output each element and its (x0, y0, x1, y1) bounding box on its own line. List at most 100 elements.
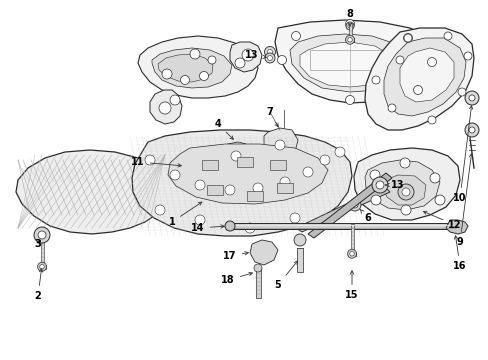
Circle shape (399, 158, 409, 168)
Text: 10: 10 (452, 106, 472, 203)
Circle shape (347, 249, 356, 258)
Polygon shape (353, 148, 459, 220)
Bar (246, 191, 263, 201)
Circle shape (289, 213, 299, 223)
Polygon shape (220, 142, 251, 168)
Bar (348, 23, 351, 38)
Circle shape (224, 221, 235, 231)
Bar (276, 183, 292, 193)
Circle shape (375, 181, 383, 189)
Polygon shape (168, 144, 327, 204)
Bar (347, 252, 355, 256)
Circle shape (369, 170, 379, 180)
Text: 14: 14 (191, 223, 224, 233)
Bar (202, 160, 218, 170)
Circle shape (434, 195, 444, 205)
Circle shape (235, 58, 244, 68)
Circle shape (348, 199, 360, 211)
Polygon shape (307, 173, 391, 238)
Circle shape (347, 37, 351, 42)
Circle shape (155, 205, 164, 215)
Circle shape (347, 24, 351, 28)
Circle shape (427, 116, 435, 124)
Circle shape (464, 91, 478, 105)
Circle shape (464, 123, 478, 137)
Text: 12: 12 (423, 211, 461, 230)
Text: 8: 8 (346, 9, 353, 26)
Polygon shape (138, 36, 258, 98)
Circle shape (277, 55, 286, 64)
Circle shape (199, 72, 208, 81)
Circle shape (346, 22, 353, 30)
Polygon shape (299, 42, 395, 87)
Circle shape (345, 19, 354, 28)
Polygon shape (364, 160, 439, 210)
Polygon shape (249, 240, 278, 265)
Bar (346, 38, 353, 41)
Circle shape (291, 31, 300, 40)
Circle shape (371, 76, 379, 84)
Circle shape (170, 170, 180, 180)
Polygon shape (229, 42, 262, 72)
Circle shape (303, 167, 312, 177)
Circle shape (349, 252, 353, 256)
Text: 6: 6 (359, 209, 370, 223)
Circle shape (351, 202, 357, 208)
Polygon shape (399, 48, 453, 102)
Circle shape (468, 127, 474, 133)
Polygon shape (264, 128, 297, 158)
Bar (41, 233, 43, 265)
Text: 11: 11 (131, 157, 181, 167)
Text: 4: 4 (214, 119, 233, 139)
Circle shape (162, 69, 172, 79)
Text: 13: 13 (385, 180, 404, 190)
Circle shape (267, 49, 272, 54)
Bar (237, 157, 252, 167)
Circle shape (230, 151, 241, 161)
Circle shape (274, 140, 285, 150)
Text: 2: 2 (35, 269, 42, 301)
Circle shape (253, 264, 262, 272)
Circle shape (145, 155, 155, 165)
Polygon shape (150, 90, 182, 124)
Bar (227, 223, 455, 229)
Text: 18: 18 (221, 272, 252, 285)
Circle shape (224, 185, 235, 195)
Polygon shape (289, 34, 411, 92)
Circle shape (345, 95, 354, 104)
Circle shape (463, 52, 471, 60)
Circle shape (40, 265, 44, 269)
Text: 9: 9 (456, 154, 472, 247)
Circle shape (319, 155, 329, 165)
Text: 13: 13 (245, 50, 266, 60)
Circle shape (195, 215, 204, 225)
Text: 15: 15 (345, 271, 358, 300)
Circle shape (397, 184, 413, 200)
Circle shape (387, 104, 395, 112)
Circle shape (252, 183, 263, 193)
Bar (206, 185, 223, 195)
Circle shape (293, 234, 305, 246)
Circle shape (468, 95, 474, 101)
Text: 17: 17 (223, 251, 248, 261)
Circle shape (403, 34, 411, 42)
Polygon shape (16, 150, 168, 234)
Bar (256, 268, 261, 298)
Circle shape (413, 85, 422, 94)
Text: 16: 16 (452, 236, 466, 271)
Bar (350, 224, 353, 252)
Text: 3: 3 (35, 239, 41, 249)
Text: 5: 5 (274, 261, 297, 290)
Circle shape (400, 205, 410, 215)
Polygon shape (132, 130, 351, 236)
Polygon shape (152, 48, 231, 88)
Bar (38, 265, 46, 269)
Circle shape (264, 53, 274, 63)
Circle shape (34, 227, 50, 243)
Circle shape (334, 147, 345, 157)
Circle shape (427, 58, 436, 67)
Circle shape (371, 177, 387, 193)
Polygon shape (381, 175, 425, 205)
Circle shape (370, 195, 380, 205)
Circle shape (207, 56, 216, 64)
